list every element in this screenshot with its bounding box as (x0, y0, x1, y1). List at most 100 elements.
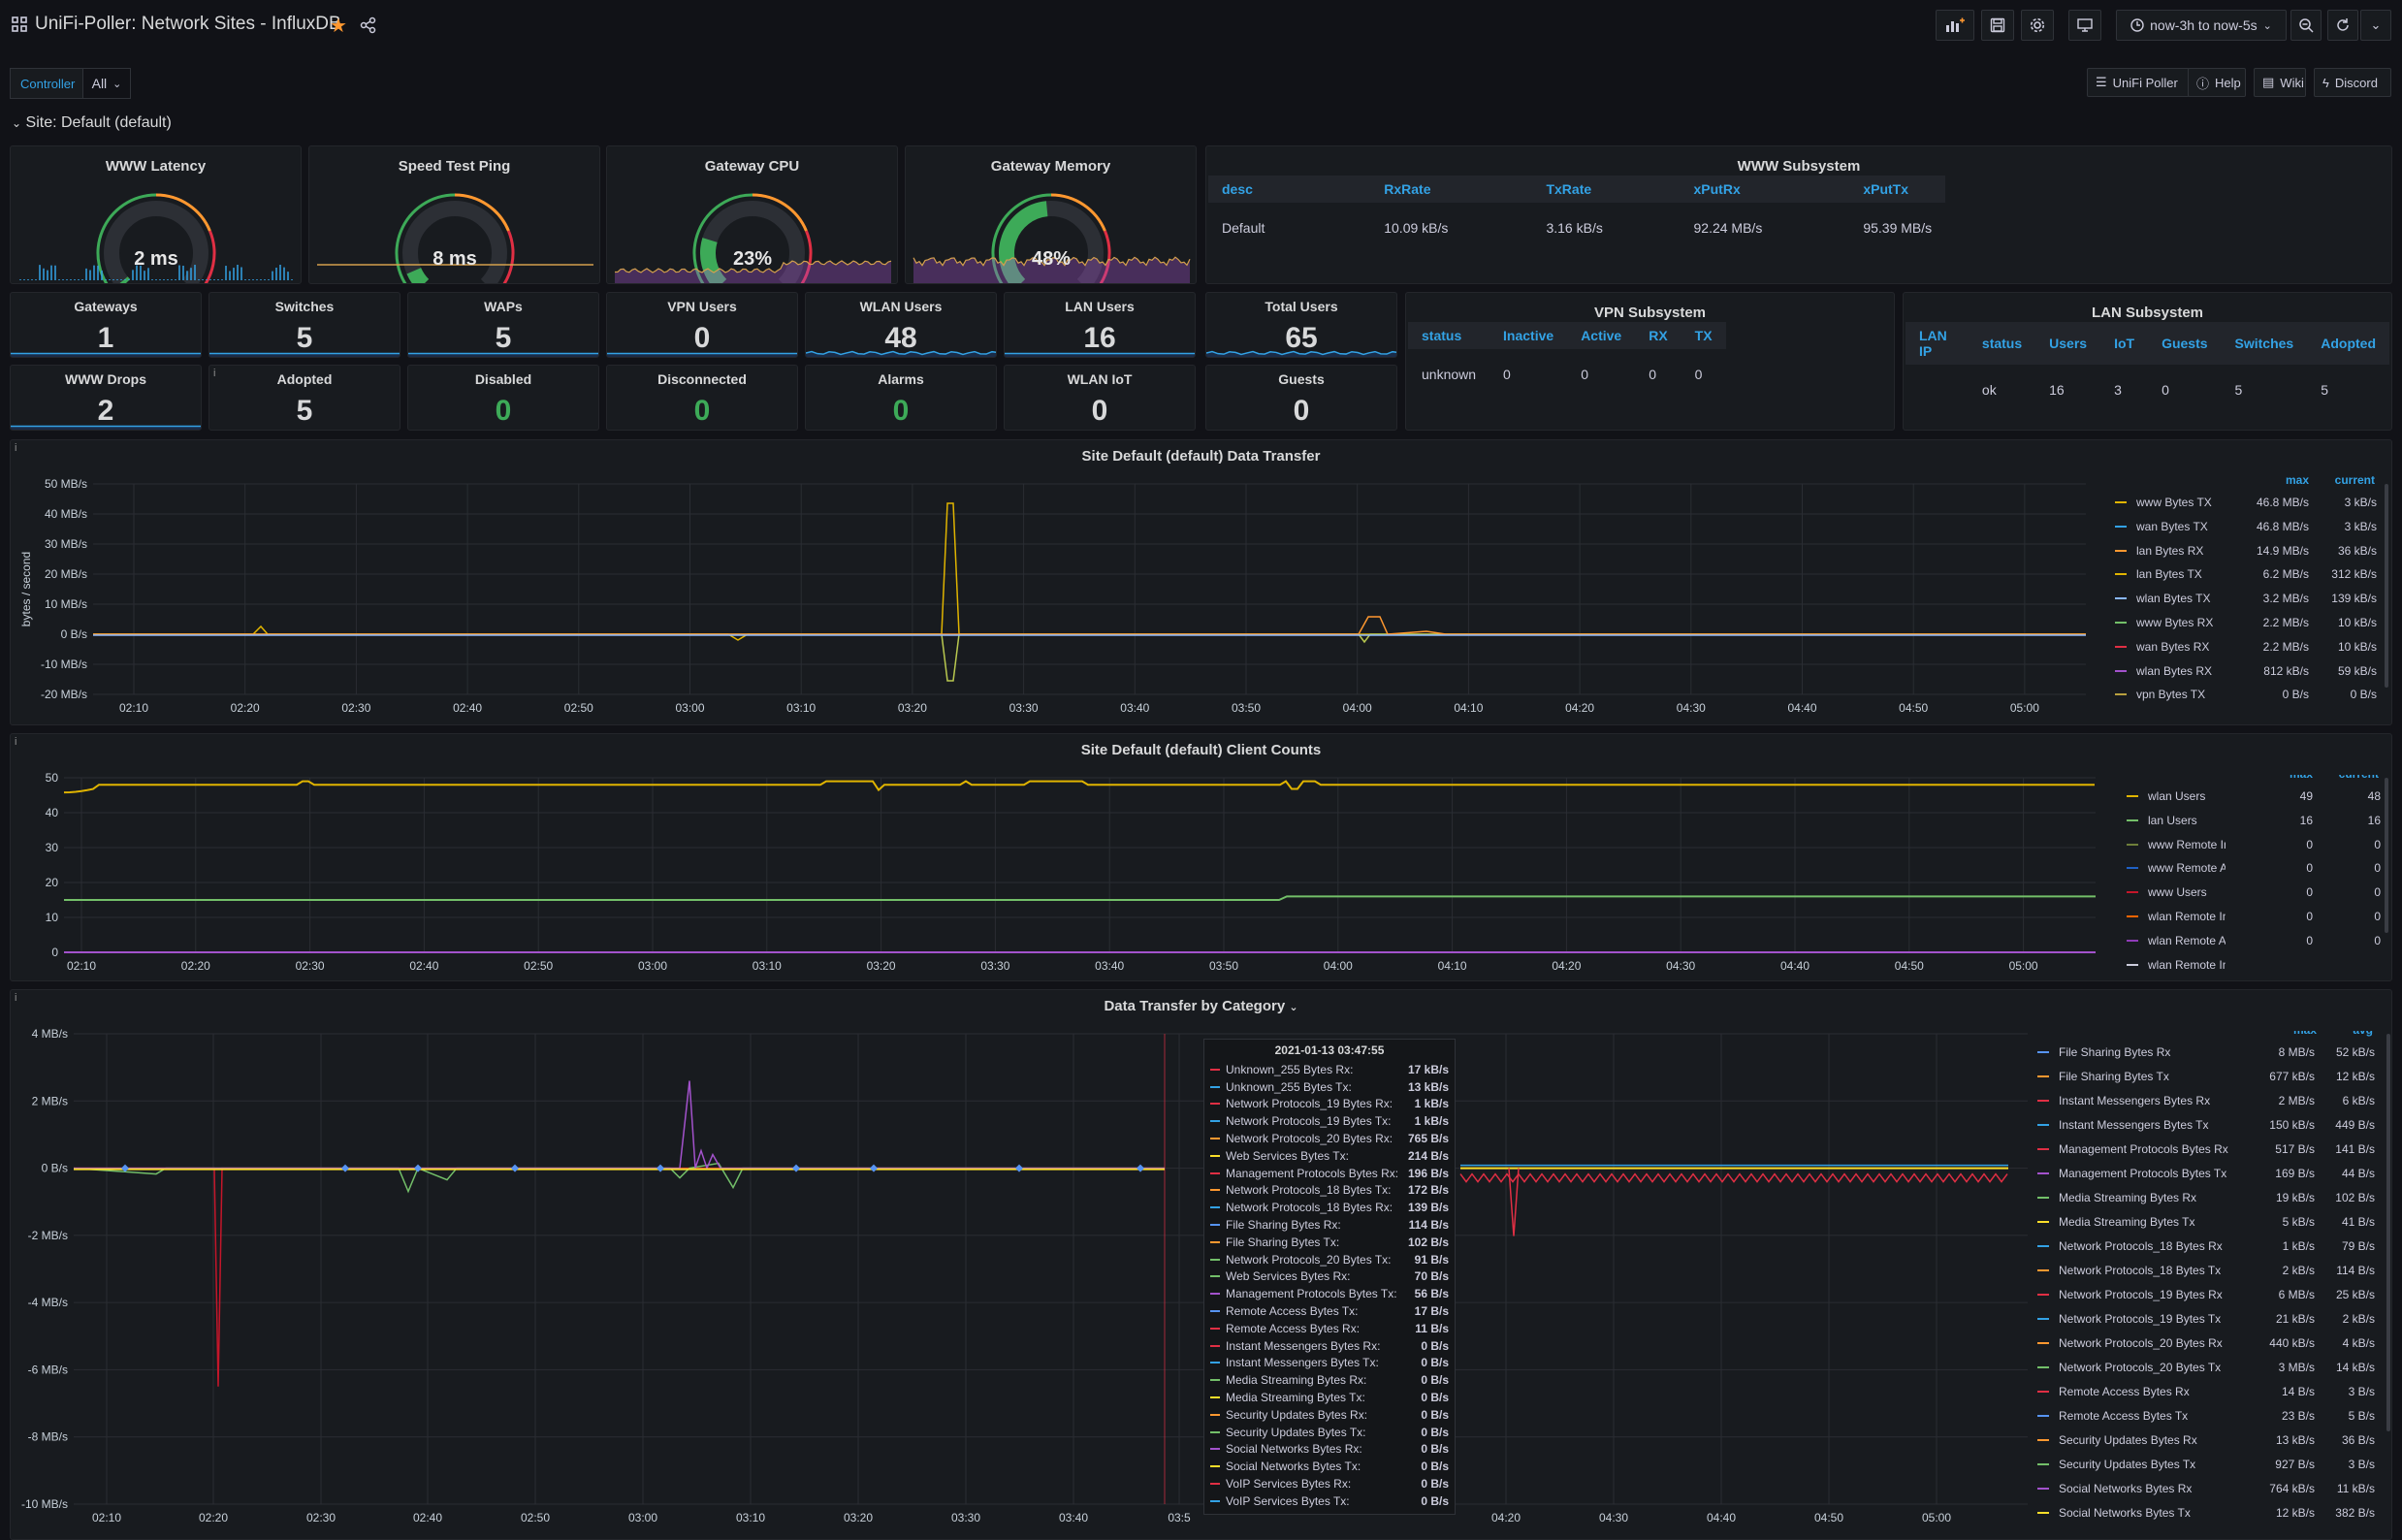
annotation-marker[interactable] (870, 1164, 878, 1172)
tv-mode-button[interactable] (2068, 10, 2101, 41)
legend-header-current[interactable]: current (2334, 473, 2375, 487)
legend-header-max[interactable]: max (2285, 473, 2309, 487)
legend-item[interactable]: Remote Access Bytes Tx 23 B/s 5 B/s (2037, 1404, 2375, 1428)
column-header[interactable]: status (1968, 322, 2036, 365)
column-header[interactable]: status (1408, 322, 1490, 349)
tooltip-row: Network Protocols_19 Bytes Rx: 1 kB/s (1210, 1096, 1449, 1113)
legend-item[interactable]: Security Updates Bytes Rx 13 kB/s 36 B/s (2037, 1428, 2375, 1452)
zoom-out-button[interactable] (2290, 10, 2322, 41)
legend-item[interactable]: wlan Remote Active 0 0 (2127, 929, 2381, 952)
controller-select[interactable]: All ⌄ (82, 68, 131, 99)
legend-item[interactable]: Media Streaming Bytes Tx 5 kB/s 41 B/s (2037, 1210, 2375, 1234)
client-counts-chart[interactable]: 50 40 30 20 10 0 02:10 02:20 02:30 02:40 02:50 03:0… (11, 734, 2105, 981)
annotation-marker[interactable] (341, 1164, 349, 1172)
legend-item[interactable]: Network Protocols_18 Bytes Tx 2 kB/s 114 B… (2037, 1259, 2375, 1282)
category-transfer-chart[interactable]: 4 MB/s 2 MB/s 0 B/s -2 MB/s -4 MB/s -6 MB/s -8… (11, 990, 2028, 1540)
column-header[interactable]: TX (1681, 322, 1726, 349)
save-dashboard-button[interactable] (1981, 10, 2014, 41)
legend-scrollbar[interactable] (2386, 1034, 2390, 1431)
legend-item[interactable]: wlan Bytes RX 812 kB/s 59 kB/s (2115, 659, 2377, 683)
legend-item[interactable]: Social Networks Bytes Rx 764 kB/s 11 kB/s (2037, 1477, 2375, 1500)
data-transfer-chart[interactable]: 50 MB/s 40 MB/s 30 MB/s 20 MB/s 10 MB/s 0 B/s… (11, 440, 2096, 725)
refresh-interval-dropdown[interactable]: ⌄ (2360, 10, 2391, 41)
legend-item[interactable]: lan Bytes TX 6.2 MB/s 312 kB/s (2115, 562, 2377, 586)
annotation-marker[interactable] (792, 1164, 800, 1172)
column-header[interactable]: Active (1567, 322, 1636, 349)
annotation-marker[interactable] (511, 1164, 519, 1172)
column-header[interactable]: Inactive (1489, 322, 1568, 349)
legend-item[interactable]: www Bytes RX 2.2 MB/s 10 kB/s (2115, 611, 2377, 634)
legend-item[interactable]: vpn Bytes TX 0 B/s 0 B/s (2115, 683, 2377, 706)
legend-item[interactable]: wan Bytes TX 46.8 MB/s 3 kB/s (2115, 515, 2377, 538)
column-header[interactable]: TxRate (1532, 176, 1681, 203)
legend-item[interactable]: wlan Bytes TX 3.2 MB/s 139 kB/s (2115, 587, 2377, 610)
star-icon[interactable]: ★ (330, 16, 347, 37)
link-unifi-poller[interactable]: ☰ UniFi Poller (2087, 68, 2190, 97)
annotation-marker[interactable] (1015, 1164, 1023, 1172)
legend-scrollbar[interactable] (2385, 484, 2388, 688)
info-icon[interactable]: i (15, 736, 17, 748)
refresh-button[interactable] (2327, 10, 2358, 41)
time-picker-button[interactable]: now-3h to now-5s ⌄ (2116, 10, 2287, 41)
share-icon[interactable] (360, 16, 377, 34)
legend-item[interactable]: Management Protocols Bytes Rx 517 B/s 141 … (2037, 1138, 2375, 1161)
annotation-marker[interactable] (1137, 1164, 1144, 1172)
dashboard-title[interactable]: UniFi-Poller: Network Sites - InfluxDB (35, 14, 341, 34)
column-header[interactable]: xPutTx (1849, 176, 1946, 203)
legend-avg-value: 41 B/s (2341, 1215, 2375, 1229)
legend-item[interactable]: Network Protocols_20 Bytes Tx 3 MB/s 14 kB… (2037, 1356, 2375, 1379)
legend-item[interactable]: lan Bytes RX 14.9 MB/s 36 kB/s (2115, 539, 2377, 562)
legend-item[interactable]: File Sharing Bytes Tx 677 kB/s 12 kB/s (2037, 1065, 2375, 1088)
column-header[interactable]: Switches (2221, 322, 2308, 365)
legend-item[interactable]: Instant Messengers Bytes Tx 150 kB/s 449 B… (2037, 1113, 2375, 1137)
legend-item[interactable]: wan Bytes RX 2.2 MB/s 10 kB/s (2115, 635, 2377, 658)
legend-item[interactable]: www Remote Active 0 0 (2127, 856, 2381, 880)
annotation-marker[interactable] (121, 1164, 129, 1172)
legend-header-max[interactable]: max (2290, 775, 2313, 781)
column-header[interactable]: Adopted (2307, 322, 2389, 365)
annotation-marker[interactable] (657, 1164, 664, 1172)
info-icon[interactable]: i (213, 368, 216, 379)
legend-header-max[interactable]: max (2293, 1031, 2317, 1037)
column-header[interactable]: RX (1635, 322, 1681, 349)
column-header[interactable]: desc (1208, 176, 1371, 203)
legend-item[interactable]: Network Protocols_19 Bytes Tx 21 kB/s 2 kB… (2037, 1307, 2375, 1331)
legend-item[interactable]: Remote Access Bytes Rx 14 B/s 3 B/s (2037, 1380, 2375, 1403)
column-header[interactable]: Guests (2148, 322, 2222, 365)
panel-title[interactable]: Data Transfer by Category ⌄ (11, 998, 2391, 1014)
column-header[interactable]: LAN IP (1906, 322, 1969, 365)
legend-item[interactable]: Security Updates Bytes Tx 927 B/s 3 B/s (2037, 1453, 2375, 1476)
settings-button[interactable] (2021, 10, 2054, 41)
legend-scrollbar[interactable] (2385, 778, 2388, 933)
legend-item[interactable]: File Sharing Bytes Rx 8 MB/s 52 kB/s (2037, 1041, 2375, 1064)
legend-header-avg[interactable]: avg (2353, 1031, 2373, 1037)
legend-header-current[interactable]: current (2339, 775, 2379, 781)
legend-item[interactable]: wlan Users 49 48 (2127, 785, 2381, 808)
link-discord[interactable]: ϟ Discord (2314, 68, 2391, 97)
annotation-marker[interactable] (414, 1164, 422, 1172)
legend-item[interactable]: Network Protocols_19 Bytes Rx 6 MB/s 25 kB… (2037, 1283, 2375, 1306)
add-panel-button[interactable] (1936, 10, 1974, 41)
legend-item[interactable]: wlan Remote Inactive (2127, 953, 2381, 977)
column-header[interactable]: Users (2035, 322, 2101, 365)
legend-item[interactable]: lan Users 16 16 (2127, 809, 2381, 832)
legend-item[interactable]: www Bytes TX 46.8 MB/s 3 kB/s (2115, 491, 2377, 514)
legend-item[interactable]: Network Protocols_20 Bytes Rx 440 kB/s 4 k… (2037, 1331, 2375, 1355)
column-header[interactable]: IoT (2100, 322, 2149, 365)
legend-item[interactable]: wlan Remote Inactive 0 0 (2127, 905, 2381, 928)
row-header[interactable]: ⌄ Site: Default (default) (12, 114, 172, 132)
info-icon[interactable]: i (15, 442, 17, 454)
column-header[interactable]: RxRate (1370, 176, 1533, 203)
legend-item[interactable]: www Users 0 0 (2127, 881, 2381, 904)
legend-item[interactable]: Social Networks Bytes Tx 12 kB/s 382 B/s (2037, 1501, 2375, 1524)
link-wiki[interactable]: ▤ Wiki (2254, 68, 2306, 97)
legend-item[interactable]: Media Streaming Bytes Rx 19 kB/s 102 B/s (2037, 1186, 2375, 1209)
legend-item[interactable]: Management Protocols Bytes Tx 169 B/s 44 B… (2037, 1162, 2375, 1185)
column-header[interactable]: xPutRx (1680, 176, 1850, 203)
legend-item[interactable]: Instant Messengers Bytes Rx 2 MB/s 6 kB/s (2037, 1089, 2375, 1112)
info-icon[interactable]: i (15, 992, 17, 1004)
legend-item[interactable]: www Remote Inactive 0 0 (2127, 833, 2381, 856)
apps-grid-icon[interactable] (12, 16, 27, 32)
legend-item[interactable]: Network Protocols_18 Bytes Rx 1 kB/s 79 B/… (2037, 1235, 2375, 1258)
link-help[interactable]: ⓘ Help (2188, 68, 2246, 97)
